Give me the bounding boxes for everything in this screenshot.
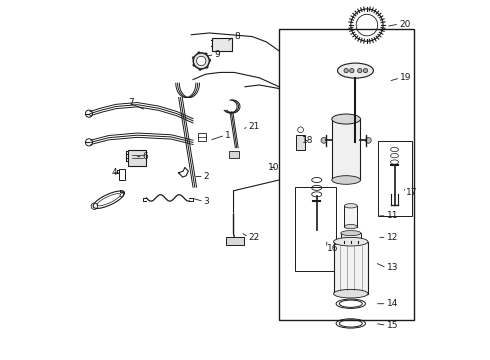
Bar	[332, 119, 361, 180]
Ellipse shape	[334, 237, 368, 246]
Bar	[295, 187, 337, 271]
Circle shape	[85, 139, 93, 146]
Text: 12: 12	[387, 233, 398, 242]
Bar	[279, 30, 414, 320]
Text: 17: 17	[406, 188, 418, 197]
Bar	[197, 134, 205, 141]
Ellipse shape	[338, 63, 373, 78]
Circle shape	[350, 68, 354, 73]
Text: 1: 1	[225, 131, 231, 140]
Text: 18: 18	[302, 136, 314, 145]
Circle shape	[298, 127, 303, 133]
Text: 5: 5	[119, 190, 124, 199]
Circle shape	[366, 138, 371, 143]
Text: 20: 20	[399, 19, 411, 28]
Bar	[128, 149, 146, 166]
Bar	[378, 140, 412, 216]
Bar	[334, 242, 368, 294]
Circle shape	[196, 56, 206, 66]
Text: 3: 3	[204, 197, 210, 206]
Text: 14: 14	[387, 299, 398, 308]
Bar	[344, 206, 357, 226]
Circle shape	[364, 68, 368, 73]
Text: 6: 6	[143, 152, 148, 161]
Ellipse shape	[332, 114, 361, 124]
Circle shape	[91, 203, 98, 210]
Text: 16: 16	[327, 244, 338, 253]
Bar	[341, 233, 361, 241]
Ellipse shape	[344, 225, 357, 229]
Text: 22: 22	[248, 233, 260, 242]
Ellipse shape	[332, 176, 361, 184]
Text: 21: 21	[248, 122, 260, 131]
Ellipse shape	[344, 204, 357, 208]
Circle shape	[358, 68, 362, 73]
Text: 4: 4	[112, 168, 117, 177]
Text: 2: 2	[204, 172, 209, 181]
Bar	[212, 39, 232, 51]
Text: 8: 8	[234, 32, 240, 41]
Text: 7: 7	[128, 98, 134, 107]
Bar	[119, 168, 125, 180]
Text: 19: 19	[400, 73, 412, 82]
Circle shape	[85, 110, 93, 117]
Text: 15: 15	[387, 321, 398, 330]
Text: 11: 11	[387, 211, 398, 220]
Bar	[228, 150, 239, 158]
Text: 13: 13	[387, 264, 398, 273]
Text: 10: 10	[269, 163, 280, 172]
Circle shape	[194, 53, 209, 69]
Ellipse shape	[334, 289, 368, 298]
Bar	[296, 135, 305, 149]
Ellipse shape	[341, 230, 361, 235]
Circle shape	[344, 68, 348, 73]
Text: 9: 9	[215, 50, 220, 59]
Circle shape	[321, 138, 327, 143]
Bar	[226, 237, 245, 244]
